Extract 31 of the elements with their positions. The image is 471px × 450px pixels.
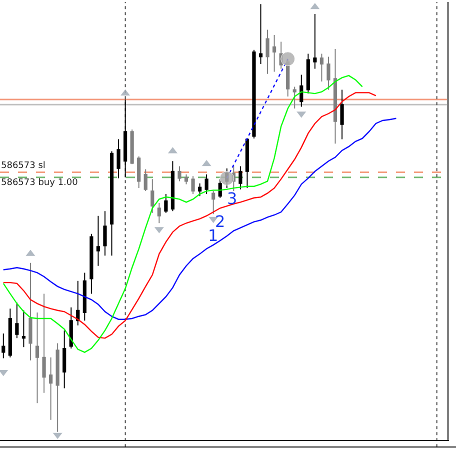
candlestick (272, 34, 276, 72)
candlestick (90, 233, 94, 294)
candlestick (28, 262, 32, 361)
candlestick (245, 138, 250, 189)
candlestick (340, 89, 344, 140)
candlestick (2, 332, 6, 359)
candlestick (56, 342, 60, 432)
candlestick (22, 310, 26, 348)
candlestick (82, 272, 86, 322)
candlestick (326, 56, 330, 90)
candlestick (76, 280, 80, 326)
candlestick (8, 308, 12, 358)
candlestick (300, 74, 304, 108)
candlestick (320, 53, 324, 82)
candlestick (306, 53, 310, 94)
candlestick (292, 86, 296, 110)
candlestick (123, 99, 128, 178)
candlestick (42, 293, 46, 394)
candlestick (258, 4, 263, 65)
candlestick (313, 13, 317, 70)
candlestick (15, 302, 19, 339)
candlestick (130, 128, 134, 165)
candlestick (333, 48, 338, 144)
point (280, 52, 296, 66)
candlestick (35, 312, 40, 404)
candlestick (266, 29, 270, 74)
candlestick (238, 166, 242, 190)
candlestick (252, 49, 256, 139)
candlestick (62, 330, 66, 389)
candlestick (48, 356, 53, 420)
candlestick (69, 306, 73, 349)
